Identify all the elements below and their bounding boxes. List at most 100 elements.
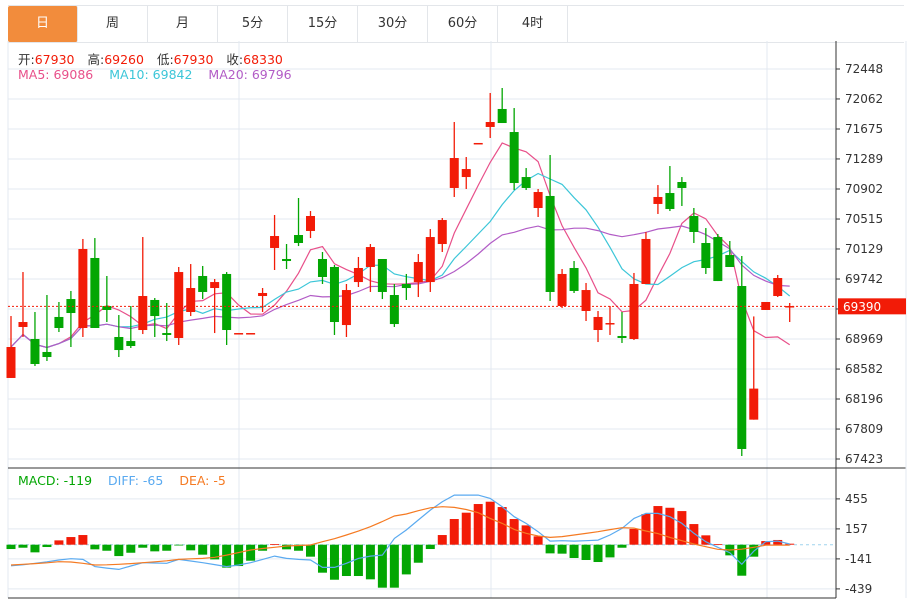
candle bbox=[413, 254, 423, 298]
tab-30min[interactable]: 30分 bbox=[358, 6, 428, 42]
candle-body bbox=[689, 215, 699, 232]
ma5-value: MA5: 69086 bbox=[18, 67, 94, 82]
macd-bar bbox=[473, 504, 483, 545]
candle bbox=[54, 301, 64, 333]
tab-5min[interactable]: 5分 bbox=[218, 6, 288, 42]
macd-bar bbox=[365, 544, 375, 580]
candle-body bbox=[126, 341, 136, 346]
macd-bar bbox=[282, 544, 292, 550]
macd-bar bbox=[377, 544, 387, 588]
close-label: 收: bbox=[226, 52, 244, 67]
period-tabs: 日 周 月 5分 15分 30分 60分 4时 bbox=[8, 5, 904, 43]
candle bbox=[174, 266, 184, 345]
macd-bar bbox=[521, 525, 531, 545]
candle-body bbox=[725, 255, 735, 267]
candle bbox=[569, 261, 579, 293]
candle-body bbox=[90, 257, 100, 328]
candle-body bbox=[377, 258, 387, 292]
candle-body bbox=[629, 283, 639, 340]
macd-bar bbox=[30, 544, 40, 553]
candle bbox=[102, 275, 112, 323]
price-tick-label: 70515 bbox=[845, 212, 883, 226]
candle-body bbox=[282, 258, 292, 262]
macd-bar bbox=[425, 544, 435, 550]
macd-bar bbox=[569, 544, 579, 558]
candle-body bbox=[497, 108, 507, 124]
candle bbox=[66, 290, 76, 348]
price-tick-label: 67423 bbox=[845, 452, 883, 466]
macd-bar bbox=[545, 544, 555, 554]
candle-body bbox=[246, 333, 256, 335]
macd-bar bbox=[353, 544, 363, 577]
macd-bar bbox=[150, 544, 160, 552]
candle bbox=[497, 88, 507, 124]
tab-4hour[interactable]: 4时 bbox=[498, 6, 568, 42]
candle bbox=[353, 256, 363, 288]
candle bbox=[258, 288, 268, 313]
macd-bar bbox=[18, 544, 28, 548]
tab-week[interactable]: 周 bbox=[78, 6, 148, 42]
candle bbox=[689, 208, 699, 244]
candle bbox=[294, 197, 304, 247]
macd-bar bbox=[401, 544, 411, 575]
macd-bar bbox=[461, 512, 471, 545]
candle-body bbox=[557, 273, 567, 307]
candle bbox=[749, 316, 759, 420]
candle-body bbox=[353, 267, 363, 283]
candle-body bbox=[521, 177, 531, 188]
candle-body bbox=[389, 295, 399, 325]
macd-bar bbox=[677, 511, 687, 545]
macd-bar bbox=[737, 544, 747, 576]
candle bbox=[234, 333, 244, 335]
candle-body bbox=[329, 266, 339, 323]
candle-body bbox=[545, 195, 555, 292]
macd-bar bbox=[162, 544, 172, 551]
high-label: 高: bbox=[87, 52, 105, 67]
macd-bar bbox=[306, 544, 315, 557]
candle-body bbox=[461, 169, 471, 178]
candle bbox=[186, 264, 196, 317]
tab-day[interactable]: 日 bbox=[8, 6, 78, 42]
ma20-value: MA20: 69796 bbox=[208, 67, 292, 82]
macd-bar bbox=[389, 544, 399, 588]
macd-bar bbox=[329, 544, 339, 580]
macd-bar bbox=[258, 544, 268, 551]
candle bbox=[389, 283, 399, 327]
price-tick-label: 71289 bbox=[845, 152, 883, 166]
candle bbox=[713, 234, 723, 282]
candle bbox=[473, 142, 483, 145]
candle-body bbox=[749, 388, 759, 420]
high-value: 69260 bbox=[104, 52, 144, 67]
tab-60min[interactable]: 60分 bbox=[428, 6, 498, 42]
candle-body bbox=[617, 335, 627, 339]
candle-body bbox=[210, 282, 220, 289]
macd-bar bbox=[222, 544, 232, 568]
candle-body bbox=[773, 278, 783, 297]
macd-tick-label: 455 bbox=[845, 492, 868, 506]
macd-bar bbox=[317, 544, 327, 573]
price-tick-label: 68196 bbox=[845, 392, 883, 406]
tab-15min[interactable]: 15分 bbox=[288, 6, 358, 42]
tab-month[interactable]: 月 bbox=[148, 6, 218, 42]
macd-bar bbox=[210, 544, 220, 560]
macd-bar bbox=[54, 540, 64, 545]
macd-bar bbox=[437, 535, 447, 545]
macd-tick-label: -141 bbox=[845, 552, 872, 566]
candle bbox=[42, 295, 52, 361]
candle bbox=[270, 214, 280, 271]
dea-value: DEA: -5 bbox=[179, 473, 226, 488]
candle bbox=[138, 237, 148, 335]
macd-bar bbox=[773, 539, 783, 545]
candle bbox=[641, 231, 651, 284]
candle bbox=[545, 154, 555, 301]
open-label: 开: bbox=[18, 52, 35, 67]
macd-bar bbox=[629, 528, 639, 545]
candle-body bbox=[294, 235, 304, 244]
macd-bar bbox=[653, 506, 663, 545]
candle-body bbox=[533, 192, 543, 209]
candle-body bbox=[509, 132, 519, 184]
candle-body bbox=[665, 193, 675, 210]
candle bbox=[437, 218, 447, 253]
macd-bar bbox=[617, 544, 627, 548]
